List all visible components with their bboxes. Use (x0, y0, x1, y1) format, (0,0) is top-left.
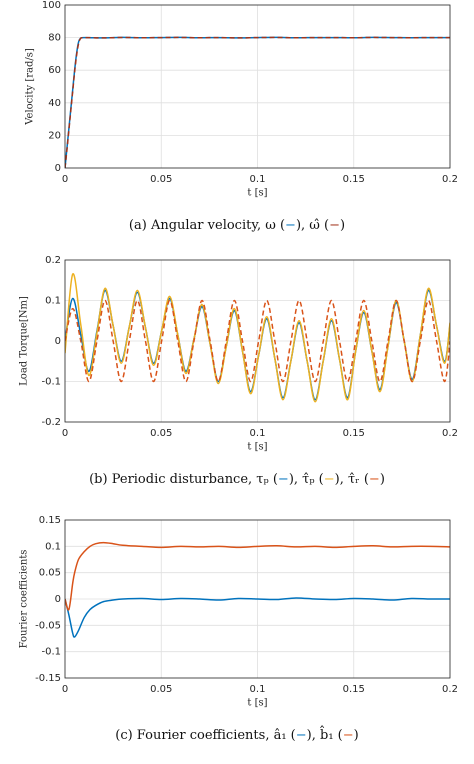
y-axis-label: Velocity [rad/s] (25, 48, 36, 126)
y-tick-label: 0.15 (39, 515, 61, 526)
x-axis-label: t [s] (247, 188, 267, 199)
caption: (b) Periodic disturbance, τₚ (−), τ̂ₚ (−… (89, 472, 385, 487)
caption-part: ) (340, 218, 345, 233)
x-tick-label: 0.1 (250, 174, 266, 185)
caption-part: − (285, 218, 296, 233)
y-tick-label: 40 (48, 98, 61, 109)
x-tick-label: 0.05 (150, 174, 172, 185)
y-tick-label: 60 (48, 65, 61, 76)
x-tick-label: 0 (62, 684, 68, 695)
caption-part: − (343, 728, 354, 743)
y-tick-label: 0.05 (39, 568, 61, 579)
y-tick-label: 0.1 (45, 541, 61, 552)
x-tick-label: 0.15 (343, 684, 365, 695)
y-tick-label: 0.1 (45, 296, 61, 307)
x-tick-label: 0.05 (150, 428, 172, 439)
series-line (65, 273, 450, 403)
x-tick-label: 0.1 (250, 428, 266, 439)
y-axis-label: Load Torque[Nm] (19, 296, 30, 386)
x-axis-label: t [s] (247, 698, 267, 709)
x-tick-label: 0.15 (343, 428, 365, 439)
y-tick-label: -0.1 (41, 647, 61, 658)
caption-part: − (296, 728, 307, 743)
caption-part: (a) Angular velocity, ω ( (129, 218, 285, 233)
caption-part: ) (354, 728, 359, 743)
y-tick-label: -0.1 (41, 377, 61, 388)
axes-frame (64, 519, 451, 679)
caption-part: ) (380, 472, 385, 487)
series-line (65, 597, 450, 638)
caption-part: ), ω̂ ( (296, 218, 329, 233)
caption-part: ), b̂₁ ( (307, 725, 343, 743)
caption-part: ), τ̂ᵣ ( (335, 472, 369, 487)
series-line (65, 541, 450, 611)
x-tick-label: 0.2 (442, 428, 458, 439)
y-tick-label: 100 (42, 0, 61, 11)
x-tick-label: 0.1 (250, 684, 266, 695)
axes-frame (64, 4, 451, 169)
y-tick-label: 0 (55, 594, 61, 605)
caption-part: − (329, 218, 340, 233)
y-axis-label: Fourier coefficients (19, 550, 30, 649)
caption-part: ), τ̂ₚ ( (289, 472, 324, 487)
x-tick-label: 0.15 (343, 174, 365, 185)
series-line (65, 36, 450, 168)
caption-part: (b) Periodic disturbance, τₚ ( (89, 472, 278, 487)
x-tick-label: 0 (62, 174, 68, 185)
caption-part: − (369, 472, 380, 487)
y-tick-label: -0.15 (35, 673, 61, 684)
series-line (65, 299, 450, 383)
caption-part: − (278, 472, 289, 487)
caption: (a) Angular velocity, ω (−), ω̂ (−) (129, 218, 345, 233)
y-tick-label: 20 (48, 130, 61, 141)
x-tick-label: 0.05 (150, 684, 172, 695)
y-tick-label: -0.05 (35, 620, 61, 631)
x-axis-label: t [s] (247, 442, 267, 453)
y-tick-label: 80 (48, 33, 61, 44)
x-tick-label: 0.2 (442, 174, 458, 185)
axes-frame (64, 259, 451, 423)
x-tick-label: 0 (62, 428, 68, 439)
caption-part: − (324, 472, 335, 487)
caption: (c) Fourier coefficients, â₁ (−), b̂₁ (−… (115, 725, 358, 743)
y-tick-label: 0 (55, 163, 61, 174)
y-tick-label: 0.2 (45, 255, 61, 266)
caption-part: (c) Fourier coefficients, â₁ ( (115, 728, 296, 743)
y-tick-label: 0 (55, 336, 61, 347)
x-tick-label: 0.2 (442, 684, 458, 695)
y-tick-label: -0.2 (41, 417, 61, 428)
